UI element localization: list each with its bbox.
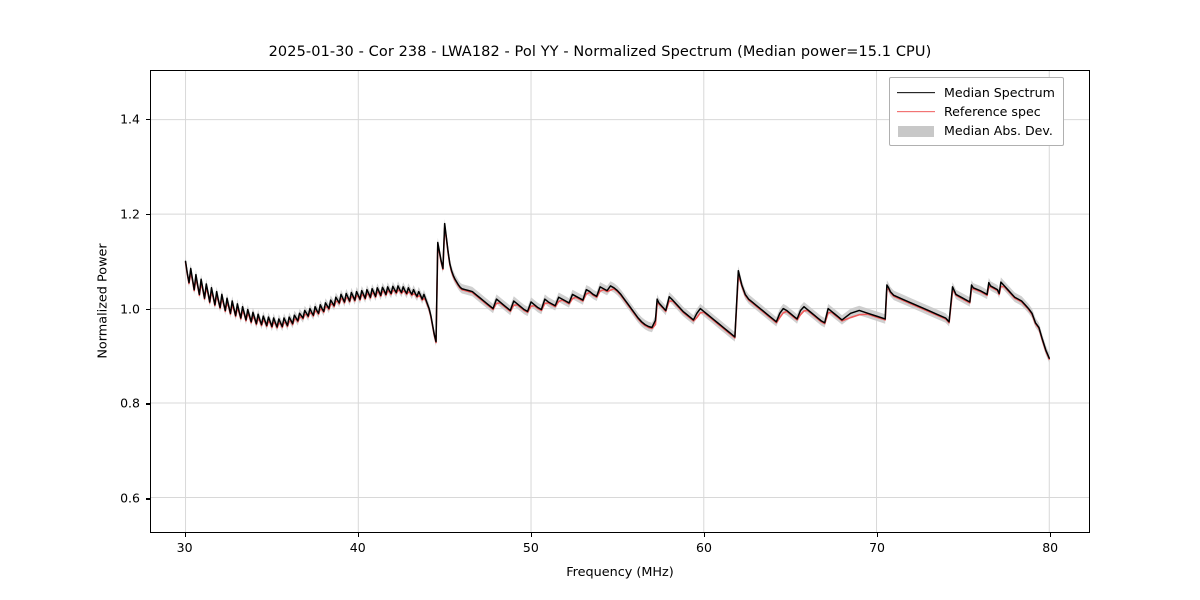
x-tick-mark bbox=[530, 533, 533, 537]
y-tick-mark bbox=[146, 498, 150, 500]
chart-title: 2025-01-30 - Cor 238 - LWA182 - Pol YY -… bbox=[268, 44, 932, 60]
x-tick-label: 30 bbox=[176, 540, 193, 555]
legend: Median Spectrum Reference spec Median Ab… bbox=[889, 77, 1064, 146]
y-tick-mark bbox=[146, 213, 150, 215]
legend-swatch-line-icon bbox=[897, 105, 935, 119]
y-tick-label: 0.8 bbox=[120, 395, 140, 411]
x-tick-label: 80 bbox=[1042, 540, 1059, 555]
legend-label-reference-spec: Reference spec bbox=[944, 104, 1041, 119]
x-tick-mark bbox=[703, 533, 706, 537]
median-spectrum-line bbox=[184, 222, 1051, 359]
plot-area bbox=[150, 70, 1090, 533]
x-tick-mark bbox=[184, 533, 186, 537]
x-tick-label: 70 bbox=[869, 540, 886, 555]
y-tick-mark bbox=[146, 403, 150, 405]
x-tick-mark bbox=[357, 533, 359, 537]
x-tick-label: 50 bbox=[522, 540, 539, 555]
legend-item-median-abs-dev: Median Abs. Dev. bbox=[897, 121, 1055, 140]
y-tick-label: 1.2 bbox=[120, 206, 140, 222]
legend-item-median-spectrum: Median Spectrum bbox=[897, 83, 1055, 102]
legend-label-median-spectrum: Median Spectrum bbox=[944, 85, 1055, 100]
y-tick-label: 1.0 bbox=[120, 301, 140, 317]
x-tick-label: 60 bbox=[696, 540, 712, 555]
y-tick-label: 0.6 bbox=[120, 490, 140, 506]
x-tick-label: 40 bbox=[349, 540, 366, 555]
spectrum-plot bbox=[151, 71, 1089, 532]
legend-item-reference-spec: Reference spec bbox=[897, 102, 1055, 121]
y-tick-mark bbox=[146, 118, 150, 121]
y-tick-mark bbox=[146, 308, 150, 310]
x-tick-mark bbox=[877, 533, 879, 537]
legend-label-median-abs-dev: Median Abs. Dev. bbox=[944, 123, 1053, 138]
x-axis-label: Frequency (MHz) bbox=[566, 565, 674, 580]
x-tick-mark bbox=[1050, 533, 1052, 537]
y-tick-label: 1.4 bbox=[120, 111, 140, 127]
legend-swatch-line-icon bbox=[897, 86, 935, 100]
legend-swatch-patch-icon bbox=[897, 124, 935, 138]
